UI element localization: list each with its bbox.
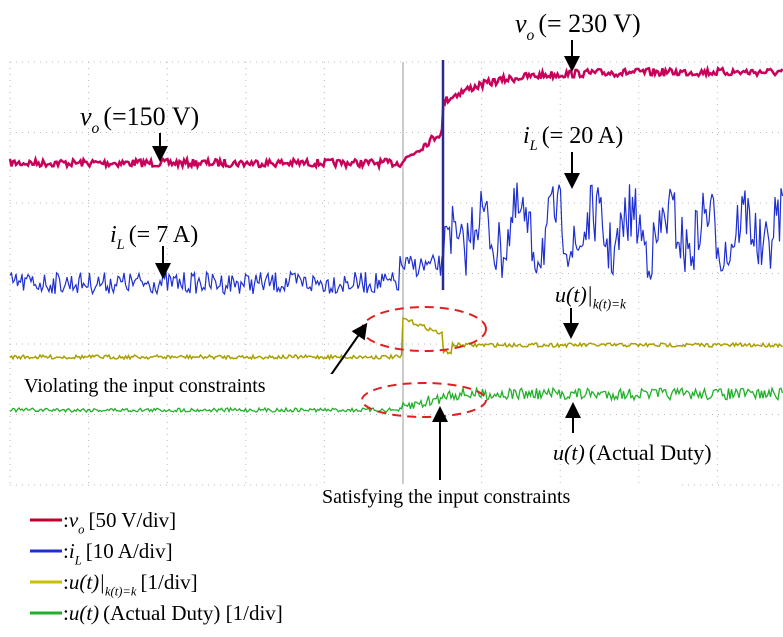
subscript: L	[74, 553, 82, 567]
text: (=150 V)	[103, 102, 199, 131]
symbol: v	[515, 9, 527, 38]
symbol: u(t)	[69, 601, 99, 625]
label: :iL[10 A/div]	[63, 539, 173, 567]
symbol: u(t)|	[555, 282, 593, 307]
text: (= 230 V)	[538, 9, 640, 38]
subscript: L	[529, 138, 538, 154]
label: u(t)(Actual Duty)	[553, 440, 712, 465]
label: vo(= 230 V)	[515, 9, 641, 44]
il-wave	[10, 183, 783, 294]
label: :u(t)(Actual Duty) [1/div]	[63, 601, 283, 625]
text: (= 20 A)	[542, 123, 624, 149]
subscript: k(t)=k	[593, 297, 627, 312]
label: iL(= 7 A)	[110, 222, 198, 253]
subscript: o	[527, 27, 535, 44]
symbol: v	[80, 102, 92, 131]
figure: vo(= 230 V)vo(=150 V)iL(= 20 A)iL(= 7 A)…	[0, 0, 783, 637]
subscript: k(t)=k	[105, 584, 137, 598]
text: [50 V/div]	[88, 508, 176, 532]
label: vo(=150 V)	[80, 102, 199, 137]
label: :u(t)|k(t)=k[1/div]	[63, 570, 198, 598]
u-k-wave	[10, 318, 783, 359]
label: iL(= 20 A)	[523, 123, 623, 154]
symbol: i	[523, 123, 530, 149]
subscript: L	[116, 237, 125, 253]
label: u(t)|k(t)=k	[555, 282, 627, 312]
text: [10 A/div]	[86, 539, 173, 563]
text: (Actual Duty) [1/div]	[103, 601, 283, 625]
arrows	[160, 40, 573, 480]
symbol: u(t)|	[69, 570, 105, 594]
subscript: o	[78, 522, 84, 536]
text: [1/div]	[141, 570, 198, 594]
label: :vo[50 V/div]	[63, 508, 176, 536]
note: Satisfying the input constraints	[322, 486, 571, 508]
labels: vo(= 230 V)vo(=150 V)iL(= 20 A)iL(= 7 A)…	[22, 9, 712, 625]
highlight-ellipses	[362, 307, 486, 417]
text: (= 7 A)	[129, 222, 199, 248]
subscript: o	[92, 120, 100, 137]
note: Violating the input constraints	[24, 375, 266, 397]
text: (Actual Duty)	[589, 440, 712, 465]
symbol: i	[110, 222, 117, 248]
symbol: u(t)	[553, 440, 585, 465]
